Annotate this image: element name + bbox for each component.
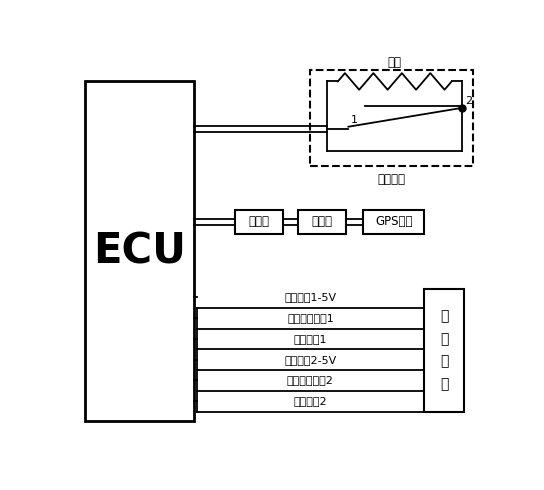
Text: 踏板信号输出1: 踏板信号输出1 [287, 313, 334, 323]
Text: 电源输入1-5V: 电源输入1-5V [285, 293, 337, 302]
Text: 电源输入2-5V: 电源输入2-5V [285, 355, 337, 365]
Text: GPS设备: GPS设备 [375, 216, 412, 228]
Text: 选择开关: 选择开关 [378, 173, 406, 186]
Text: 共轨行: 共轨行 [312, 216, 332, 228]
Text: 信号接地2: 信号接地2 [294, 396, 327, 406]
Bar [234, 210, 283, 234]
Text: 1: 1 [350, 115, 357, 125]
Text: 2: 2 [466, 96, 473, 106]
Bar [311, 70, 473, 166]
Bar [424, 289, 464, 412]
Bar [298, 210, 347, 234]
Text: 信号接地1: 信号接地1 [294, 334, 327, 344]
Text: 通讯口: 通讯口 [248, 216, 269, 228]
Text: 踏板信号输出2: 踏板信号输出2 [287, 375, 334, 386]
Bar [363, 210, 424, 234]
Text: ECU: ECU [93, 230, 186, 272]
Bar [85, 81, 195, 421]
Text: 电阻: 电阻 [388, 55, 401, 69]
Text: 油
门
踏
板: 油 门 踏 板 [440, 309, 448, 392]
